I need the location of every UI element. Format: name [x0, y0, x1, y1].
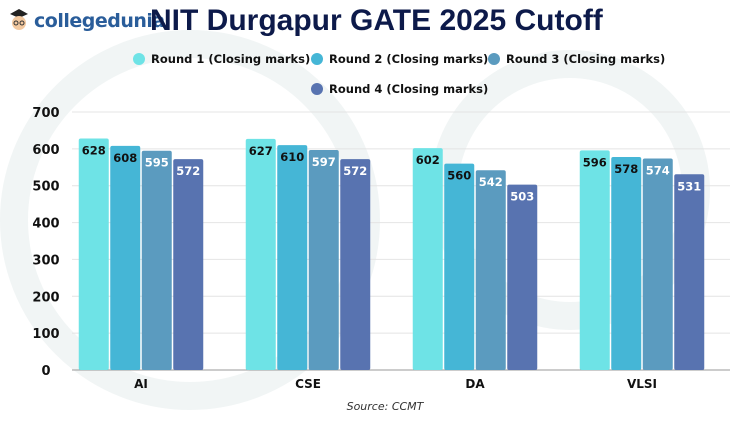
- y-tick-label: 0: [41, 364, 50, 379]
- data-label: 542: [479, 175, 503, 189]
- legend-label: Round 1 (Closing marks): [151, 52, 311, 66]
- y-tick-label: 200: [32, 290, 59, 305]
- data-label: 578: [614, 162, 638, 176]
- bar-ai-round-1: [78, 138, 109, 370]
- data-label: 597: [312, 155, 336, 169]
- data-label: 572: [343, 164, 367, 178]
- data-label: 560: [447, 169, 471, 183]
- legend-label: Round 3 (Closing marks): [506, 52, 666, 66]
- bar-cse-round-4: [340, 159, 371, 370]
- mascot-icon: [10, 9, 28, 30]
- legend-swatch: [311, 53, 323, 65]
- y-tick-label: 300: [32, 253, 59, 268]
- bar-da-round-3: [475, 170, 506, 370]
- data-label: 503: [510, 190, 534, 204]
- y-tick-label: 400: [32, 217, 59, 232]
- legend-item-round-1: Round 1 (Closing marks): [133, 52, 310, 66]
- bar-cse-round-1: [245, 138, 276, 370]
- bar-vlsi-round-1: [579, 150, 610, 370]
- x-tick-label: VLSI: [627, 377, 657, 391]
- bar-da-round-4: [507, 184, 538, 370]
- y-tick-label: 600: [32, 143, 59, 158]
- y-tick-label: 500: [32, 180, 59, 195]
- legend-item-round-4: Round 4 (Closing marks): [311, 82, 488, 96]
- source-note: Source: CCMT: [346, 400, 424, 413]
- data-label: 608: [113, 151, 137, 165]
- x-tick-label: CSE: [295, 377, 321, 391]
- bar-cse-round-3: [308, 149, 339, 370]
- data-label: 602: [416, 153, 440, 167]
- bar-vlsi-round-4: [674, 174, 705, 370]
- brand-logo: collegedunia: [8, 8, 165, 34]
- data-label: 595: [145, 156, 169, 170]
- legend-label: Round 4 (Closing marks): [329, 82, 489, 96]
- data-label: 574: [646, 163, 670, 177]
- chart-title: NIT Durgapur GATE 2025 Cutoff: [150, 4, 603, 37]
- legend-swatch: [488, 53, 500, 65]
- data-label: 572: [176, 164, 200, 178]
- x-tick-label: DA: [465, 377, 485, 391]
- y-tick-label: 100: [32, 327, 59, 342]
- legend-item-round-2: Round 2 (Closing marks): [311, 52, 488, 66]
- bar-da-round-1: [412, 148, 443, 370]
- bar-ai-round-4: [173, 159, 204, 370]
- brand-name: collegedunia: [34, 10, 165, 32]
- bar-ai-round-3: [141, 150, 172, 370]
- data-label: 628: [82, 144, 106, 158]
- data-label: 531: [677, 179, 701, 193]
- x-tick-label: AI: [134, 377, 148, 391]
- bar-vlsi-round-2: [611, 156, 642, 370]
- legend-item-round-3: Round 3 (Closing marks): [488, 52, 665, 66]
- bar-vlsi-round-3: [642, 158, 673, 370]
- bar-ai-round-2: [110, 145, 141, 370]
- legend-swatch: [311, 83, 323, 95]
- legend-swatch: [133, 53, 145, 65]
- data-label: 610: [280, 150, 304, 164]
- data-label: 627: [249, 144, 273, 158]
- bar-da-round-2: [444, 163, 475, 370]
- y-tick-label: 700: [32, 106, 59, 121]
- bar-cse-round-2: [277, 145, 308, 370]
- data-label: 596: [583, 155, 607, 169]
- legend-label: Round 2 (Closing marks): [329, 52, 489, 66]
